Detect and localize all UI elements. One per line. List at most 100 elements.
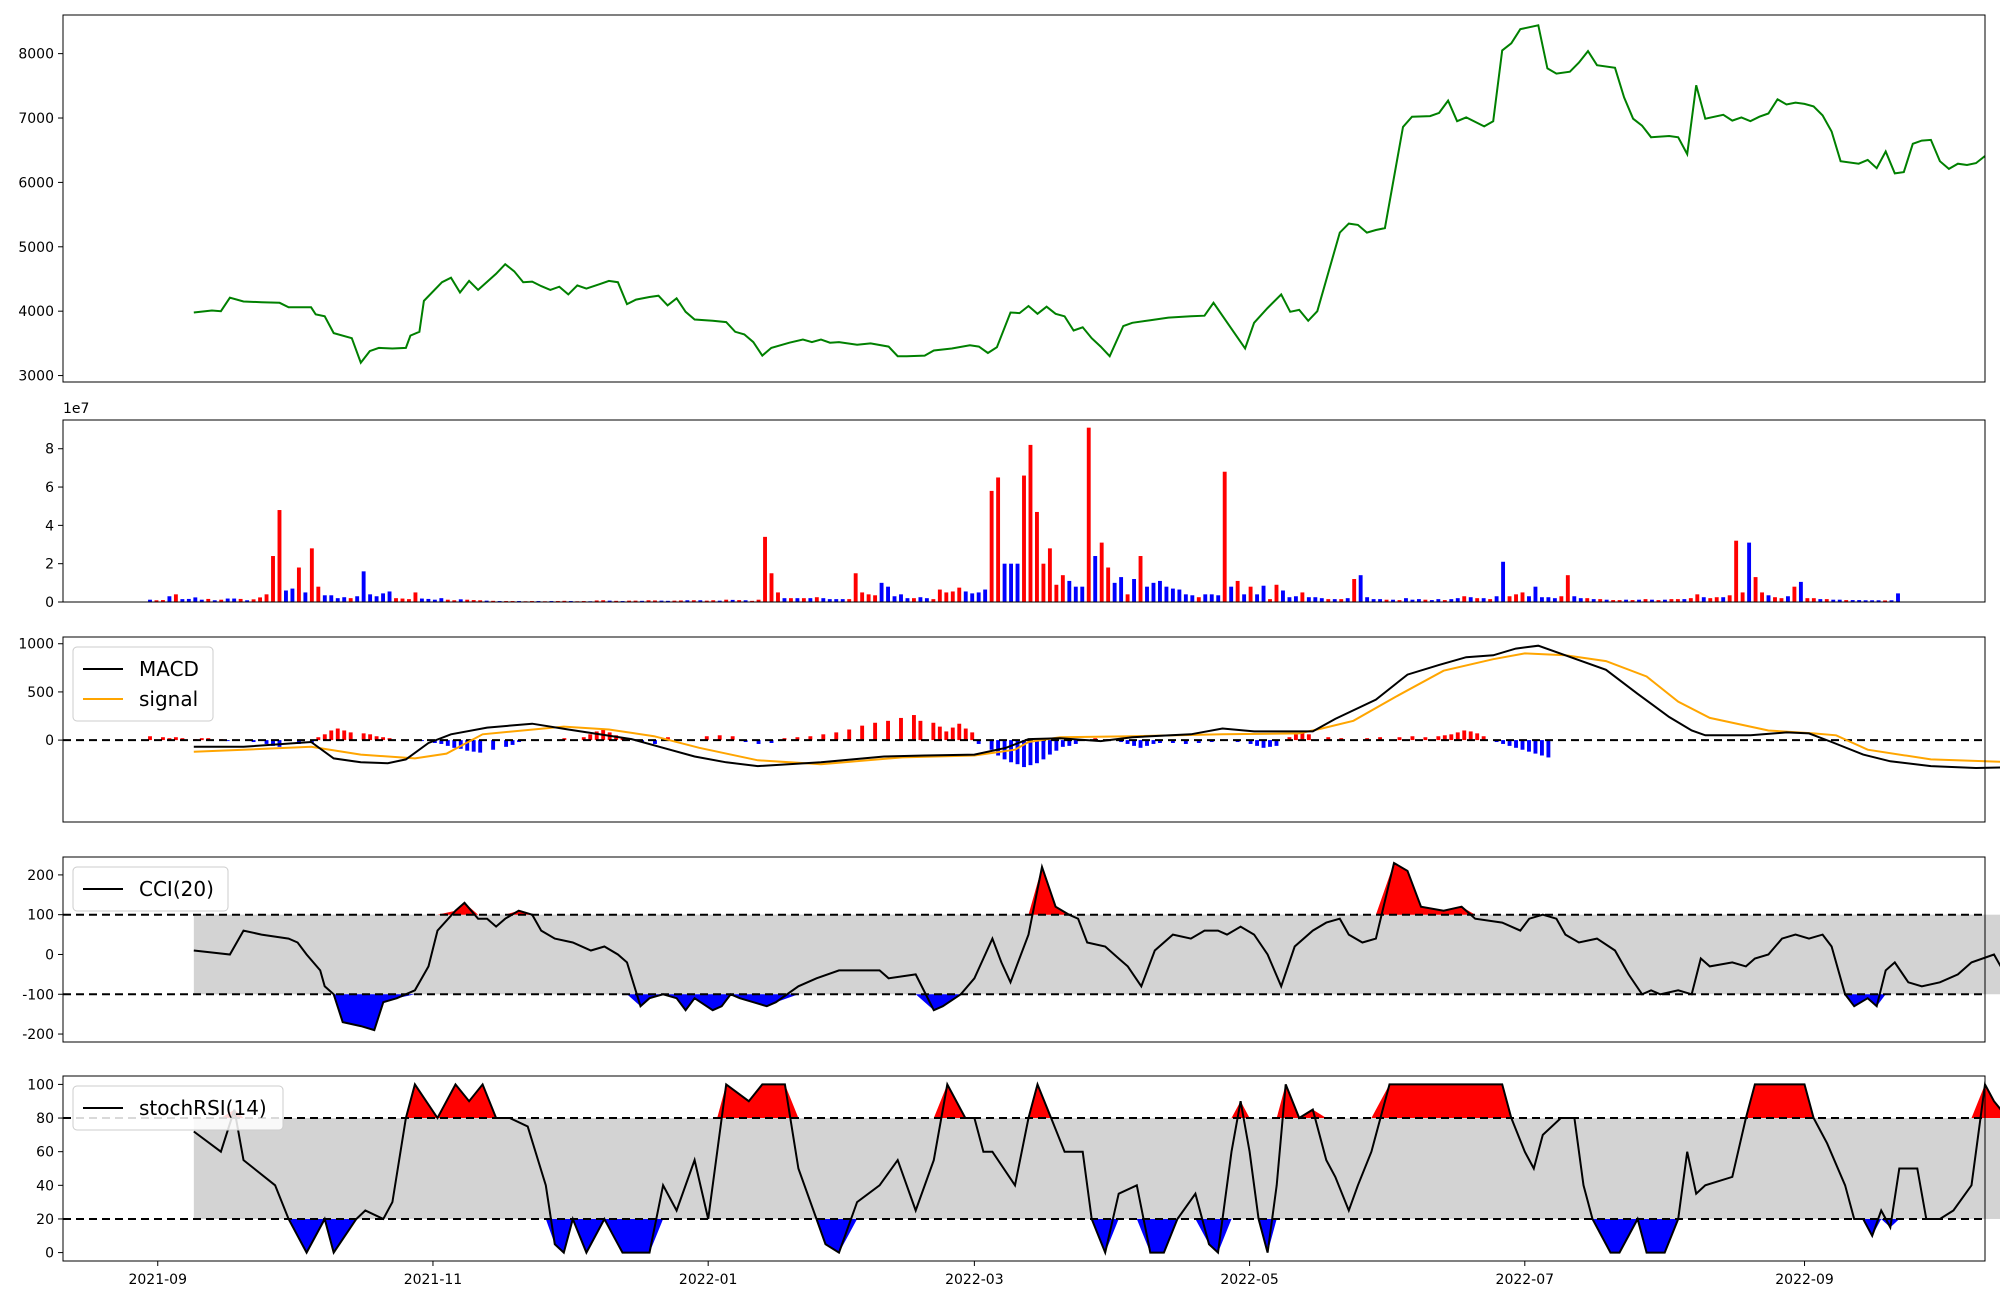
volume-bar [1015, 563, 1020, 602]
signal-line [193, 652, 2000, 766]
volume-bar [1455, 598, 1460, 602]
stochrsi-frame [62, 1075, 1986, 1262]
volume-bar [1805, 598, 1810, 602]
volume-bar [963, 591, 968, 602]
volume-bar [1293, 596, 1298, 602]
volume-bar [1630, 600, 1635, 602]
macd-hist-bar [465, 740, 470, 751]
stochrsi-chart: 0 20 40 60 80 100 stochRSI(14) 2021-09 2021-11 20… [27, 1075, 2000, 1288]
volume-bar [814, 597, 819, 602]
volume-bar [316, 586, 321, 602]
volume-bar [290, 588, 295, 602]
volume-bar [1352, 579, 1357, 602]
volume-bar [665, 600, 670, 602]
volume-bar [1552, 598, 1557, 602]
macd-hist-bar [1287, 737, 1292, 741]
volume-bar [1028, 444, 1033, 602]
macd-hist-bar [316, 737, 321, 741]
macd-hist-bar [1442, 735, 1447, 741]
macd-hist-bar [1468, 731, 1473, 741]
volume-bar [1242, 594, 1247, 602]
volume-bar [1326, 599, 1331, 602]
price-chart: 3000 4000 5000 6000 7000 8000 [18, 14, 1986, 385]
price-ytick-label: 8000 [18, 47, 54, 63]
volume-bar [1675, 599, 1680, 602]
volume-bar [1170, 588, 1175, 602]
macd-hist-bar [1022, 740, 1026, 768]
volume-bar [691, 600, 696, 602]
volume-bar [944, 592, 949, 602]
volume-bar [1507, 596, 1512, 602]
volume-bar [653, 600, 657, 602]
volume-bar [1177, 589, 1182, 602]
volume-bar [1514, 594, 1518, 602]
volume-bar [918, 597, 923, 602]
volume-bar [452, 600, 457, 602]
volume-bar [1060, 575, 1065, 602]
volume-bar [381, 593, 386, 602]
volume-bar [1132, 579, 1137, 602]
macd-hist-bar [1326, 737, 1331, 741]
volume-bar [1365, 597, 1370, 602]
volume-bar [1637, 599, 1641, 602]
x-tick-label: 2022-01 [679, 1272, 738, 1288]
macd-hist-bar [1527, 740, 1531, 752]
macd-hist-bar [1054, 740, 1059, 751]
volume-bar [1462, 596, 1467, 602]
volume-bar [678, 600, 683, 602]
volume-bar [1844, 600, 1849, 602]
macd-hist-bar [1067, 740, 1072, 746]
volume-bar [173, 594, 178, 602]
macd-hist-bar [1397, 737, 1402, 741]
volume-bar [1410, 599, 1415, 602]
volume-bar [1539, 597, 1544, 602]
volume-bar [1073, 586, 1078, 602]
macd-hist-bar [950, 727, 955, 741]
volume-bar [413, 592, 418, 602]
volume-bar [445, 599, 450, 602]
volume-bar [1158, 580, 1162, 602]
volume-bar [355, 596, 360, 602]
macd-hist-bar [594, 731, 599, 741]
volume-bar [1747, 542, 1752, 602]
volume-bar [847, 599, 852, 602]
cci-ytick-label: 0 [45, 947, 54, 963]
volume-bar [788, 598, 793, 602]
volume-bar [186, 598, 191, 602]
volume-bar [1397, 600, 1402, 602]
volume-bar [769, 573, 774, 602]
volume-bar [853, 573, 858, 602]
x-tick-label: 2022-05 [1220, 1272, 1279, 1288]
volume-bar [1112, 582, 1117, 602]
volume-bar [1041, 563, 1046, 602]
volume-chart: 1e7 0 2 4 6 8 [45, 401, 1986, 611]
volume-bar [471, 600, 476, 602]
volume-bar [251, 599, 256, 602]
macd-hist-bar [322, 734, 327, 741]
volume-bar [1190, 595, 1195, 602]
stochrsi-ytick-label: 0 [45, 1246, 54, 1262]
cci-ytick-label: 100 [27, 908, 54, 924]
volume-bar [1831, 599, 1836, 602]
macd-hist-bar [1196, 740, 1201, 743]
macd-hist-bar [348, 732, 353, 741]
volume-bar [776, 592, 780, 602]
volume-bar [407, 599, 411, 602]
macd-hist-bar [1047, 740, 1052, 755]
macd-hist-bar [976, 740, 981, 744]
volume-frame [62, 419, 1986, 603]
x-tick-label: 2021-09 [128, 1272, 187, 1288]
volume-bar [989, 490, 994, 602]
volume-bar [426, 598, 431, 602]
macd-hist-bar [361, 733, 366, 741]
macd-hist-bar [1449, 734, 1454, 741]
macd-hist-bar [478, 740, 483, 753]
volume-bar [1164, 586, 1169, 602]
volume-bar [1798, 581, 1803, 602]
x-tick-label: 2022-09 [1775, 1272, 1834, 1288]
volume-bar [795, 598, 800, 602]
volume-bar [303, 592, 308, 602]
macd-hist-bar [1481, 736, 1486, 741]
macd-hist-bar [1539, 740, 1544, 756]
macd-hist-bar [847, 729, 852, 741]
